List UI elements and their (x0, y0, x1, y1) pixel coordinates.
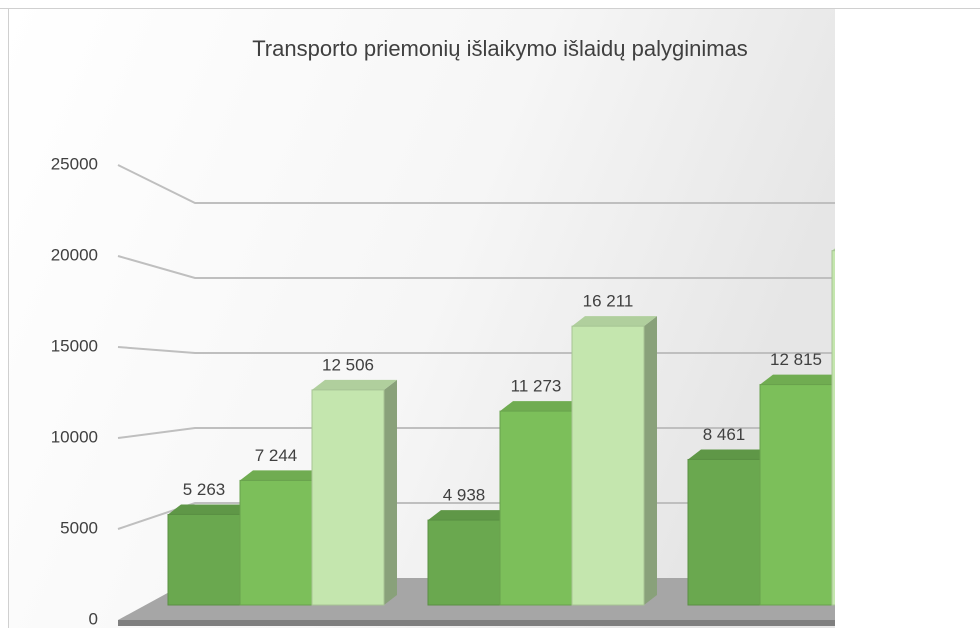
y-tick-label: 10000 (51, 427, 98, 446)
data-label: 12 815 (770, 350, 822, 369)
data-label: 12 506 (322, 355, 374, 374)
bar (499, 410, 573, 606)
bar-top (688, 449, 773, 460)
bar-side (384, 379, 397, 605)
grid-line (117, 255, 835, 279)
y-tick-label: 20000 (51, 245, 98, 264)
data-label: 11 273 (511, 377, 562, 396)
bar-top (832, 248, 835, 251)
y-tick-label: 25000 (51, 154, 98, 173)
y-tick-label: 15000 (51, 336, 98, 355)
bar-top (168, 504, 253, 515)
bar-top (760, 374, 835, 385)
data-label: 16 211 (583, 292, 634, 311)
bar (571, 325, 645, 606)
bar-top (500, 401, 585, 412)
bar (831, 250, 835, 606)
y-tick-label: 0 (89, 609, 98, 628)
data-label: 8 461 (703, 425, 746, 444)
bar-top (428, 510, 513, 521)
y-tick-label: 5000 (60, 518, 98, 537)
bar-top (240, 470, 325, 481)
bar-side (644, 316, 657, 605)
bar (239, 479, 313, 606)
data-label: 4 938 (443, 486, 486, 505)
bar (759, 384, 833, 606)
bar (311, 389, 385, 606)
bar (427, 519, 501, 606)
bar-top (572, 316, 657, 327)
grid-line (117, 164, 835, 204)
chart-title: Transporto priemonių išlaikymo išlaidų p… (252, 36, 748, 61)
floor-edge (118, 620, 835, 626)
data-label: 7 244 (255, 446, 298, 465)
bar-top (312, 379, 397, 390)
bar (687, 458, 761, 606)
bar (167, 513, 241, 606)
data-label: 5 263 (183, 480, 226, 499)
plot-area: 5 263 7 244 12 506 4 938 11 273 16 211 8 461 12… (9, 9, 835, 628)
